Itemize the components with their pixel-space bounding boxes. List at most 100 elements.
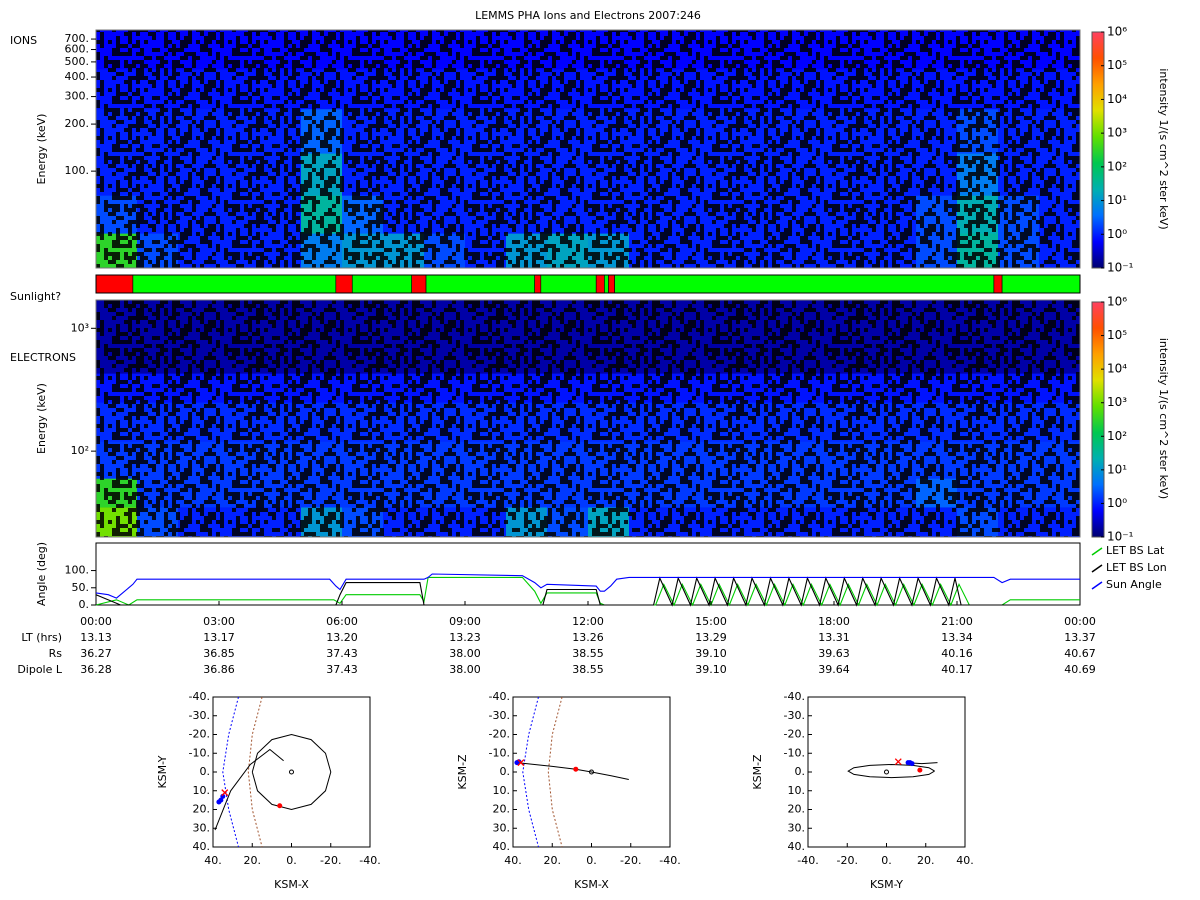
trajectory-line bbox=[547, 696, 563, 848]
x-tick-label: 40. bbox=[956, 854, 974, 867]
y-axis-label: Energy (keV) bbox=[35, 383, 48, 454]
x-axis-label: KSM-X bbox=[274, 878, 309, 891]
colorbar-tick-label: 10⁰ bbox=[1107, 227, 1127, 241]
x-tick-label: -40. bbox=[359, 854, 380, 867]
y-tick-label: 500. bbox=[65, 55, 90, 68]
sunlight-segment bbox=[132, 274, 337, 294]
y-tick-label: 600. bbox=[65, 43, 90, 56]
x-tick-label: -40. bbox=[659, 854, 680, 867]
y-tick-label: 10. bbox=[493, 784, 511, 797]
legend-swatch bbox=[1091, 547, 1103, 556]
y-tick-label: -20. bbox=[489, 728, 510, 741]
y-axis-label: KSM-Z bbox=[456, 754, 469, 790]
y-tick-label: 30. bbox=[788, 821, 806, 834]
sunlight-segment bbox=[534, 274, 542, 294]
legend-label: LET BS Lat bbox=[1106, 544, 1165, 557]
y-tick-label: 40. bbox=[788, 840, 806, 853]
y-tick-label: 0. bbox=[200, 765, 211, 778]
colorbar-tick-label: 10¹ bbox=[1107, 193, 1127, 207]
y-tick-label: -40. bbox=[784, 690, 805, 703]
colorbar-tick-label: 10⁰ bbox=[1107, 496, 1127, 510]
legend-label: Sun Angle bbox=[1106, 578, 1162, 591]
x-axis-label: KSM-X bbox=[574, 878, 609, 891]
y-tick-label: 20. bbox=[788, 803, 806, 816]
x-tick-label: 20. bbox=[917, 854, 935, 867]
x-tick-label: 12:00 bbox=[572, 615, 604, 628]
y-tick-label: 0. bbox=[795, 765, 806, 778]
row-value: 38.55 bbox=[572, 647, 604, 660]
sunlight-segment bbox=[540, 274, 597, 294]
marker-dot bbox=[909, 761, 915, 767]
y-tick-label: -40. bbox=[189, 690, 210, 703]
colorbar-tick-label: 10⁶ bbox=[1107, 295, 1127, 309]
row-value: 37.43 bbox=[326, 663, 358, 676]
sunlight-segment bbox=[425, 274, 535, 294]
row-value: 13.26 bbox=[572, 631, 604, 644]
row-value: 39.10 bbox=[695, 663, 727, 676]
y-tick-label: 400. bbox=[65, 70, 90, 83]
x-tick-label: 20. bbox=[244, 854, 262, 867]
series-line bbox=[95, 573, 1080, 599]
colorbar-tick-label: 10⁻¹ bbox=[1107, 530, 1134, 544]
colorbar-label: intensity 1/(s cm^2 ster keV) bbox=[1157, 338, 1170, 499]
row-value: 38.00 bbox=[449, 647, 481, 660]
x-tick-label: 20. bbox=[544, 854, 562, 867]
x-tick-label: -20. bbox=[320, 854, 341, 867]
plot-frame bbox=[212, 696, 371, 848]
y-tick-label: -30. bbox=[489, 709, 510, 722]
trajectory-line bbox=[516, 762, 629, 780]
marker-x bbox=[221, 789, 229, 797]
panel-label: ELECTRONS bbox=[10, 351, 76, 364]
y-tick-label: 10. bbox=[788, 784, 806, 797]
noise-texture bbox=[96, 300, 1080, 537]
row-label: LT (hrs) bbox=[21, 631, 62, 644]
y-tick-label: -10. bbox=[189, 746, 210, 759]
x-tick-label: 21:00 bbox=[941, 615, 973, 628]
y-tick-label: -10. bbox=[489, 746, 510, 759]
colorbar-tick-label: 10⁻¹ bbox=[1107, 261, 1134, 275]
marker-dot bbox=[917, 767, 923, 773]
sunlight-segment bbox=[614, 274, 995, 294]
chart-title: LEMMS PHA Ions and Electrons 2007:246 bbox=[475, 9, 701, 22]
row-value: 36.85 bbox=[203, 647, 235, 660]
sunlight-segment bbox=[608, 274, 615, 294]
x-tick-label: 18:00 bbox=[818, 615, 850, 628]
x-tick-label: -20. bbox=[837, 854, 858, 867]
y-tick-label: 200. bbox=[65, 117, 90, 130]
trajectory-line bbox=[247, 696, 263, 848]
row-value: 13.17 bbox=[203, 631, 235, 644]
legend-swatch bbox=[1091, 581, 1103, 590]
row-value: 37.43 bbox=[326, 647, 358, 660]
x-tick-label: 0. bbox=[881, 854, 892, 867]
x-tick-label: 06:00 bbox=[326, 615, 358, 628]
row-label: Rs bbox=[49, 647, 63, 660]
y-tick-label: -10. bbox=[784, 746, 805, 759]
legend-swatch bbox=[1091, 564, 1103, 573]
trajectory-line bbox=[251, 733, 332, 811]
y-tick-label: 300. bbox=[65, 90, 90, 103]
row-value: 40.16 bbox=[941, 647, 973, 660]
colorbar-tick-label: 10² bbox=[1107, 159, 1127, 173]
x-tick-label: 15:00 bbox=[695, 615, 727, 628]
x-tick-label: 0. bbox=[586, 854, 597, 867]
trajectory-line bbox=[214, 748, 284, 831]
x-tick-label: -40. bbox=[797, 854, 818, 867]
marker-circle bbox=[884, 769, 889, 775]
y-axis-label: Angle (deg) bbox=[35, 542, 48, 606]
noise-texture bbox=[96, 30, 1080, 268]
y-tick-label: -30. bbox=[784, 709, 805, 722]
row-value: 39.10 bbox=[695, 647, 727, 660]
y-tick-label: 20. bbox=[493, 803, 511, 816]
y-tick-label: 10² bbox=[71, 444, 89, 457]
colorbar-tick-label: 10⁶ bbox=[1107, 25, 1127, 39]
colorbar-tick-label: 10⁴ bbox=[1107, 92, 1127, 106]
y-tick-label: 100. bbox=[65, 164, 90, 177]
row-value: 13.23 bbox=[449, 631, 481, 644]
marker-dot bbox=[218, 797, 224, 803]
y-tick-label: 40. bbox=[493, 840, 511, 853]
row-value: 40.67 bbox=[1064, 647, 1096, 660]
y-tick-label: 40. bbox=[193, 840, 211, 853]
colorbar bbox=[1091, 31, 1105, 269]
y-tick-label: 10. bbox=[193, 784, 211, 797]
